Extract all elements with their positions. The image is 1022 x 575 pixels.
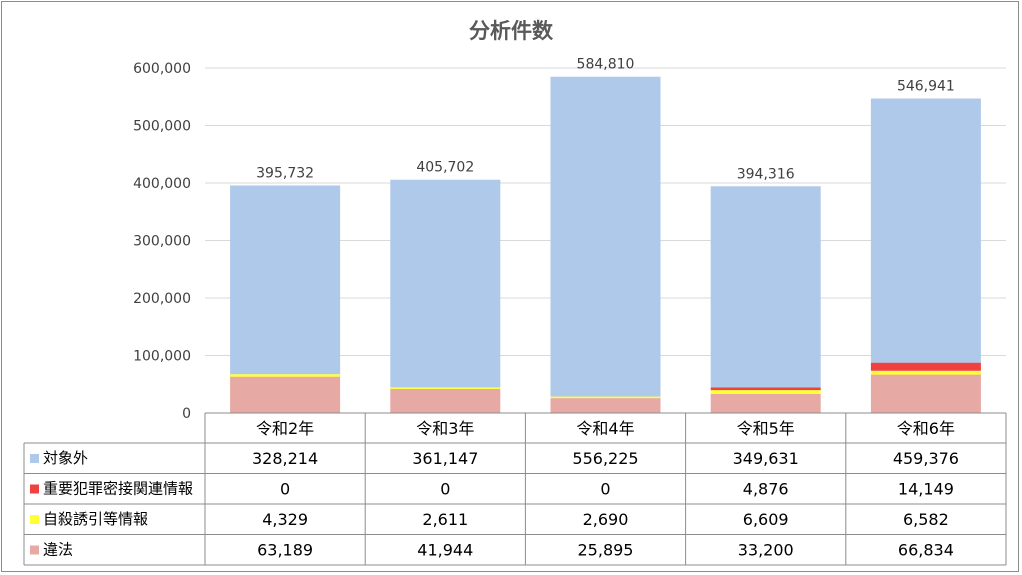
table-cell-value: 63,189 (257, 541, 313, 560)
bar-segment (870, 370, 981, 375)
bar-segment (550, 396, 661, 399)
bar-segment (870, 98, 981, 363)
table-cell-value: 6,609 (743, 510, 789, 529)
table-cell-value: 14,149 (898, 480, 954, 499)
table-cell-value: 0 (280, 480, 290, 499)
category-label: 令和3年 (416, 419, 474, 438)
bar-segment (870, 362, 981, 371)
total-data-label: 394,316 (737, 166, 795, 182)
bar-segment (710, 186, 821, 388)
y-tick-label: 300,000 (133, 234, 191, 250)
series-name: 重要犯罪密接関連情報 (43, 480, 193, 498)
category-label: 令和4年 (576, 419, 634, 438)
table-cell-value: 33,200 (738, 541, 794, 560)
table-cell-value: 6,582 (903, 510, 949, 529)
legend-key (30, 484, 39, 494)
category-label: 令和5年 (737, 419, 795, 438)
y-tick-label: 500,000 (133, 119, 191, 135)
table-cell-value: 349,631 (733, 449, 799, 468)
bars (230, 76, 981, 413)
bar-segment (550, 76, 661, 397)
table-cell-value: 41,944 (417, 541, 473, 560)
table-cell-value: 4,876 (743, 480, 789, 499)
bar-segment (230, 376, 341, 413)
bar-segment (710, 393, 821, 413)
total-labels: 395,732 405,702 584,810 394,316 546,941 (256, 57, 955, 183)
category-label: 令和6年 (897, 419, 955, 438)
total-data-label: 584,810 (577, 57, 635, 73)
bar-segment (390, 387, 501, 389)
table-cell-value: 25,895 (578, 541, 634, 560)
table-cell-value: 66,834 (898, 541, 954, 560)
table-cell-value: 4,329 (262, 510, 308, 529)
legend-key (30, 515, 39, 524)
total-data-label: 395,732 (256, 165, 314, 181)
bar-segment (230, 374, 341, 377)
y-tick-label: 100,000 (133, 349, 191, 365)
category-label: 令和2年 (256, 419, 314, 438)
table-cell-value: 361,147 (412, 449, 478, 468)
bar-segment (710, 387, 821, 391)
chart-title: 分析件数 (469, 19, 554, 43)
y-tick-label: 600,000 (133, 61, 191, 77)
table-cell-value: 328,214 (252, 449, 318, 468)
series-name: 対象外 (43, 449, 88, 467)
table-cell-value: 2,611 (422, 510, 468, 529)
total-data-label: 405,702 (416, 160, 474, 176)
table-cell-value: 0 (440, 480, 450, 499)
y-tick-label: 400,000 (133, 176, 191, 192)
bar-segment (390, 388, 501, 413)
legend-key (30, 454, 39, 463)
legend-key (30, 545, 39, 555)
total-data-label: 546,941 (897, 79, 955, 95)
bar-segment (390, 179, 501, 388)
table-cell-value: 0 (600, 480, 610, 499)
series-name: 違法 (43, 541, 73, 559)
table-cell-value: 2,690 (583, 510, 629, 529)
y-tick-label: 200,000 (133, 291, 191, 307)
table-cell-value: 459,376 (893, 449, 959, 468)
bar-segment (710, 390, 821, 394)
bar-segment (550, 398, 661, 413)
y-tick-label: 0 (182, 406, 191, 422)
y-axis: 0 100,000 200,000 300,000 400,000 500,000 600,… (133, 61, 191, 422)
table-cell-value: 556,225 (572, 449, 638, 468)
series-name: 自殺誘引等情報 (43, 510, 148, 528)
bar-segment (870, 374, 981, 413)
bar-segment (230, 185, 341, 375)
